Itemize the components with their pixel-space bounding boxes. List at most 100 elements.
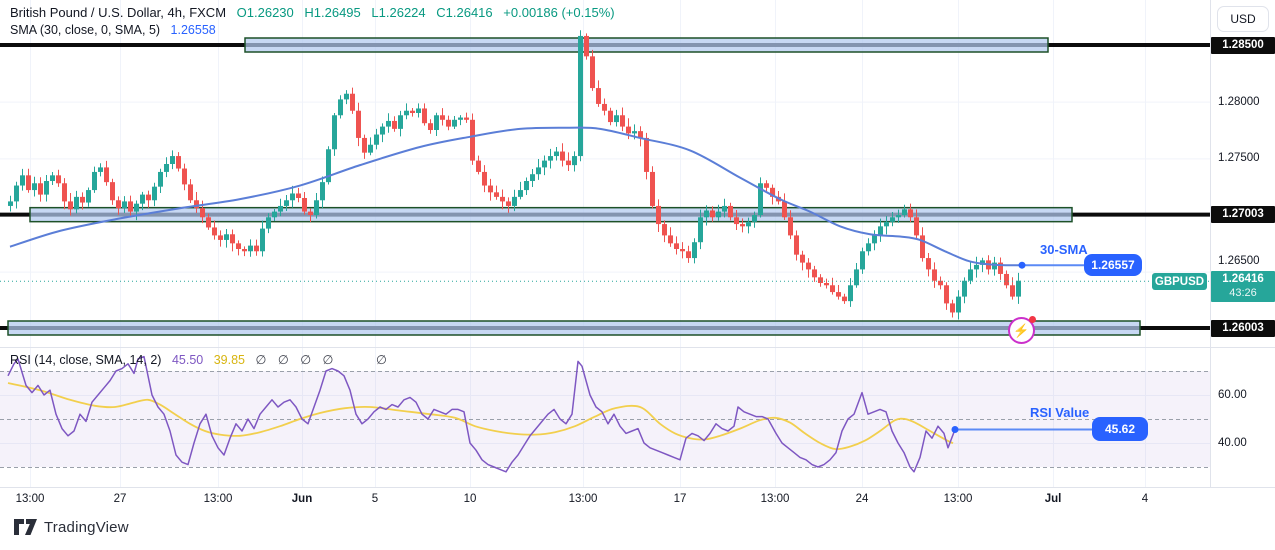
rsi-callout-pill[interactable]: 45.62 [1092, 417, 1148, 441]
candle-body [374, 134, 379, 145]
rsi-legend[interactable]: RSI (14, close, SMA, 14, 2) 45.50 39.85 … [10, 352, 398, 367]
candle-body [632, 131, 637, 134]
candle-body [944, 285, 949, 304]
last-price-axis-label: 1.26416 43:26 [1211, 271, 1275, 302]
sma-line[interactable] [9, 126, 1023, 267]
candle-body [566, 160, 571, 166]
key-level-zone-resistance[interactable] [244, 37, 1049, 53]
sma-legend[interactable]: SMA (30, close, 0, SMA, 5) 1.26558 [10, 23, 223, 37]
candle-body [938, 280, 943, 286]
candle-body [716, 211, 721, 218]
candle-body [320, 182, 325, 201]
price-axis-label: 1.27003 [1211, 206, 1275, 223]
candle-body [926, 258, 931, 270]
candle-body [488, 185, 493, 193]
footer-brand[interactable]: TradingView [14, 518, 129, 536]
candle-body [698, 217, 703, 243]
candle-body [194, 200, 199, 209]
candle-body [170, 156, 175, 165]
candle-body [872, 235, 877, 244]
candle-body [464, 117, 469, 120]
time-axis-label: 10 [463, 493, 477, 505]
candle-body [332, 115, 337, 150]
candle-body [560, 151, 565, 161]
rsi-pane[interactable] [0, 348, 1210, 487]
time-axis-label: 13:00 [760, 493, 790, 505]
candle-body [344, 93, 349, 100]
candle-body [326, 149, 331, 183]
candle-body [8, 201, 13, 206]
currency-button[interactable]: USD [1217, 6, 1269, 32]
key-level-zone-support[interactable] [7, 320, 1141, 336]
candle-body [806, 262, 811, 270]
candle-body [842, 296, 847, 302]
sma-callout-pill[interactable]: 1.26557 [1084, 254, 1142, 276]
rsi-callout-label[interactable]: RSI Value [1030, 405, 1090, 420]
candle-body [638, 131, 643, 138]
candle-body [836, 292, 841, 297]
candle-body [548, 156, 553, 161]
sma-callout-label[interactable]: 30-SMA [1040, 242, 1088, 257]
symbol-legend[interactable]: British Pound / U.S. Dollar, 4h, FXCM O1… [10, 5, 622, 20]
candle-body [614, 115, 619, 123]
sma-endpoint-dot [1018, 261, 1026, 269]
candle-body [110, 182, 115, 201]
candle-body [164, 164, 169, 172]
price-axis-label: 1.28000 [1218, 96, 1260, 108]
candle-body [134, 203, 139, 212]
key-level-zone-resistance[interactable] [29, 206, 1073, 223]
rsi-hidden-values: ∅ ∅ ∅ ∅ [255, 353, 338, 367]
price-axis[interactable]: 1.26416 43:26 1.28500 1.28000 1.27500 1.270… [1210, 0, 1275, 487]
candle-body [824, 283, 829, 286]
candle-body [56, 175, 61, 184]
candle-body [854, 269, 859, 286]
ohlc-low: L1.26224 [371, 5, 426, 20]
candle-body [416, 108, 421, 114]
candlesticks[interactable] [8, 30, 1021, 320]
candle-body [68, 201, 73, 210]
symbol-title: British Pound / U.S. Dollar, 4h, FXCM [10, 5, 227, 20]
candle-body [152, 186, 157, 201]
ohlc-close: C1.26416 [436, 5, 493, 20]
candle-body [428, 123, 433, 131]
tradingview-wordmark: TradingView [44, 518, 129, 536]
rsi-legend-value: 45.50 [171, 353, 204, 367]
candle-body [518, 190, 523, 197]
candle-body [206, 217, 211, 228]
time-axis-label: 5 [371, 493, 379, 505]
price-axis-label: 1.28500 [1211, 37, 1275, 54]
candle-body [848, 285, 853, 302]
candle-body [482, 171, 487, 186]
candle-body [764, 183, 769, 188]
time-axis[interactable]: 13:00 27 13:00 Jun 5 10 13:00 17 13:00 24 13:00 Jul… [0, 487, 1275, 511]
time-axis-label: Jun [291, 493, 313, 505]
bar-countdown: 43:26 [1229, 287, 1257, 299]
candle-body [914, 217, 919, 236]
price-axis-label: 1.27500 [1218, 152, 1260, 164]
candle-body [224, 234, 229, 240]
candle-body [644, 137, 649, 172]
rsi-hidden-extra: ∅ [375, 353, 391, 367]
candle-body [524, 181, 529, 191]
candle-body [86, 190, 91, 203]
candle-body [440, 115, 445, 120]
candle-body [788, 217, 793, 236]
candle-body [884, 221, 889, 227]
candle-body [734, 217, 739, 225]
candle-body [812, 269, 817, 278]
candle-body [128, 201, 133, 212]
candle-body [758, 183, 763, 216]
candle-body [590, 56, 595, 89]
rsi-ma-line[interactable] [7, 382, 954, 451]
rsi-ma-legend-value: 39.85 [213, 353, 245, 367]
candle-body [1004, 273, 1009, 286]
price-pane[interactable] [0, 0, 1210, 348]
pane-separator[interactable] [0, 347, 1275, 348]
lightning-icon[interactable]: ⚡ [1008, 316, 1036, 344]
candle-body [452, 119, 457, 127]
candle-body [290, 193, 295, 201]
time-axis-label: 13:00 [15, 493, 45, 505]
rsi-axis-label: 60.00 [1218, 389, 1247, 401]
symbol-badge: GBPUSD [1152, 273, 1207, 290]
rsi-line[interactable] [7, 355, 956, 473]
